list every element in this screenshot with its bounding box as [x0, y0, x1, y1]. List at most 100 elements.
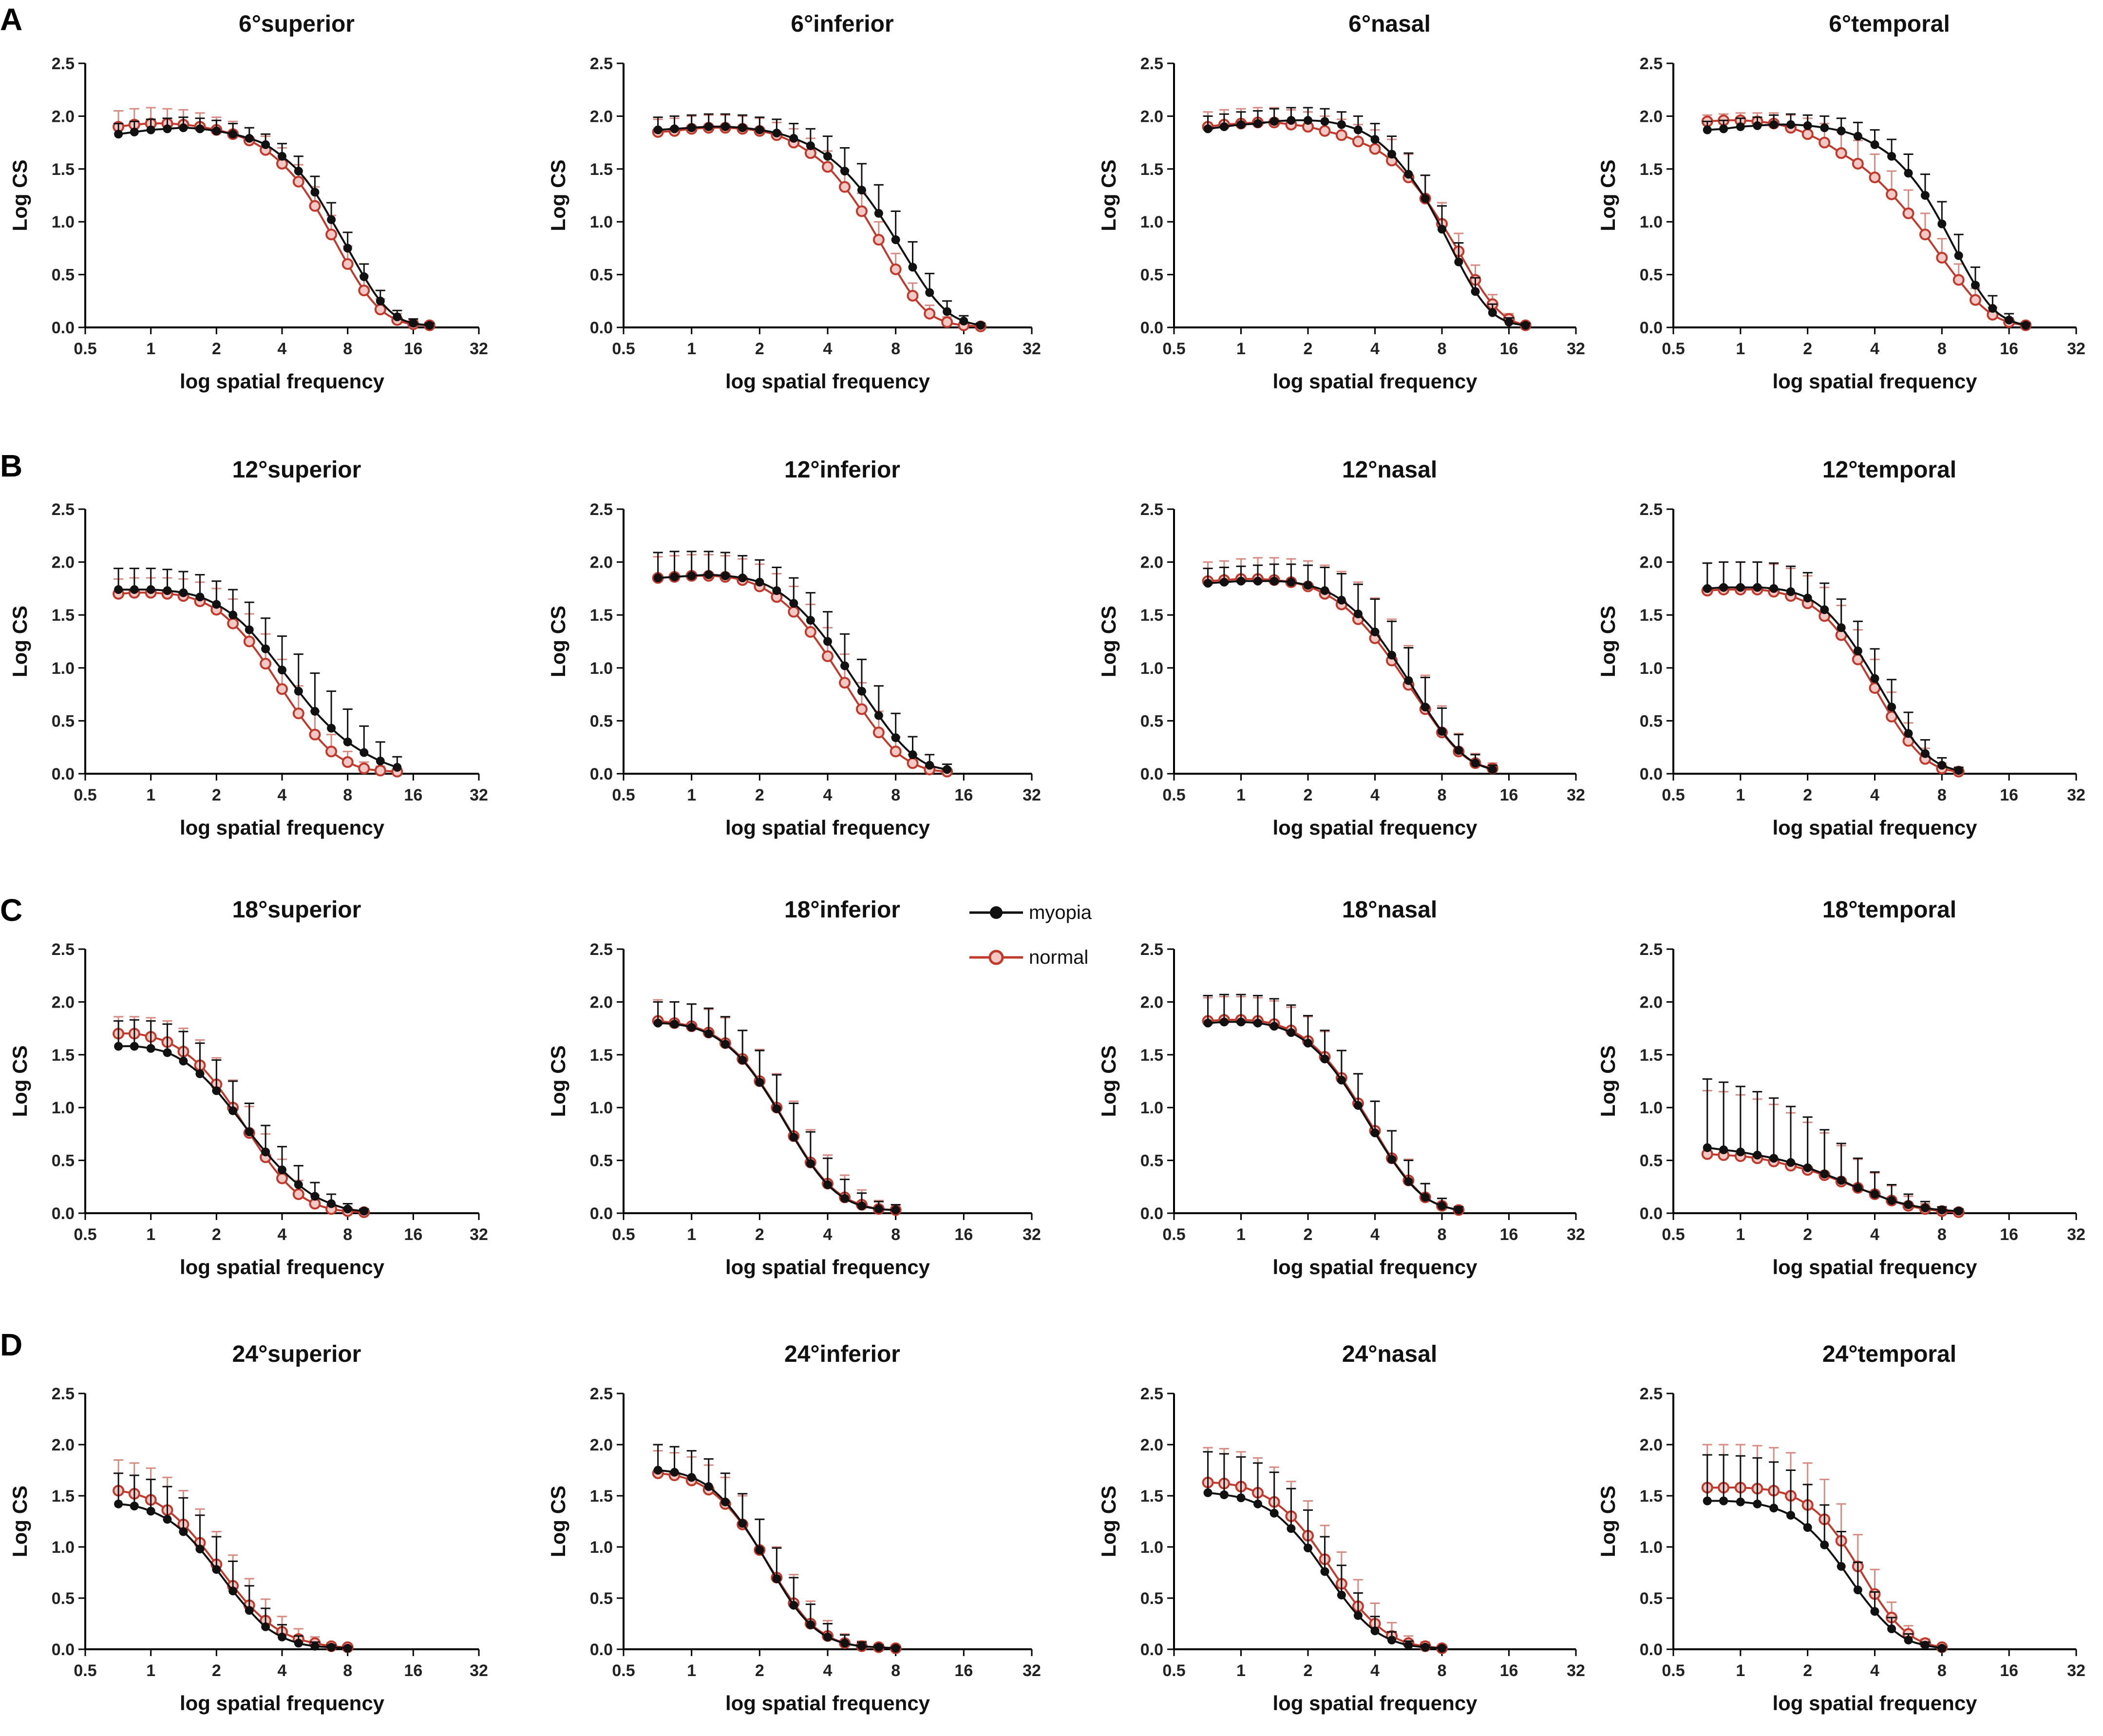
y-tick-label: 2.0: [1640, 553, 1663, 572]
point-myopia: [704, 570, 713, 579]
point-myopia: [925, 288, 934, 297]
point-normal: [1886, 188, 1898, 200]
point-myopia: [327, 1642, 336, 1652]
x-tick-label: 4: [1870, 1661, 1879, 1680]
panel-letter-d: D: [0, 1327, 22, 1362]
point-myopia: [908, 263, 917, 272]
y-tick-label: 1.0: [1640, 213, 1663, 231]
x-tick-label: 8: [1438, 786, 1447, 804]
x-tick-label: 2: [755, 340, 764, 358]
x-tick-label: 0.5: [74, 1225, 96, 1244]
charts-grid: 6°superior 0.0 0.5 1.0 1.5 2.0 2.5 0.5 1 2 4 8 16 32 l…: [8, 11, 2085, 1715]
x-tick-label: 1: [1736, 786, 1745, 804]
point-myopia: [772, 1104, 781, 1113]
point-myopia: [1438, 225, 1446, 234]
y-tick-label: 2.0: [52, 107, 75, 126]
point-myopia: [1353, 1101, 1363, 1110]
x-tick-label: 2: [1304, 340, 1313, 358]
point-myopia: [840, 1639, 850, 1648]
point-myopia: [179, 588, 188, 597]
x-tick-label: 16: [1500, 1225, 1518, 1244]
point-myopia: [1870, 674, 1879, 683]
y-tick-label: 0.0: [52, 1641, 75, 1659]
x-tick-label: 4: [1370, 340, 1380, 358]
curve-normal: [658, 574, 947, 773]
point-myopia: [130, 1502, 139, 1510]
point-myopia: [1937, 1205, 1947, 1215]
y-tick-label: 2.5: [1140, 500, 1163, 519]
point-myopia: [1887, 1196, 1896, 1205]
point-normal: [1902, 207, 1914, 219]
y-axis-label: Log CS: [1596, 1046, 1619, 1117]
point-myopia: [360, 1206, 369, 1216]
point-myopia: [755, 1545, 764, 1555]
x-tick-label: 1: [1736, 1225, 1745, 1244]
point-myopia: [1820, 605, 1829, 614]
y-axis-label: Log CS: [1097, 1486, 1120, 1557]
x-axis-label: log spatial frequency: [725, 1256, 930, 1278]
y-tick-label: 2.5: [590, 500, 613, 519]
point-myopia: [1719, 1145, 1728, 1154]
point-myopia: [1904, 169, 1913, 178]
x-tick-label: 0.5: [1662, 1661, 1685, 1680]
y-tick-label: 1.0: [52, 1099, 75, 1117]
series-normal: [1701, 112, 2032, 331]
chart-title: 18°inferior: [784, 897, 900, 923]
point-myopia: [228, 610, 238, 620]
y-tick-label: 1.5: [1640, 160, 1663, 179]
y-tick-label: 1.5: [1640, 1487, 1663, 1506]
point-myopia: [376, 756, 385, 765]
point-myopia: [1920, 191, 1930, 200]
point-myopia: [1253, 1499, 1263, 1508]
y-tick-label: 1.0: [590, 1099, 613, 1117]
x-tick-label: 2: [1803, 1225, 1812, 1244]
point-myopia: [1736, 1147, 1745, 1157]
x-tick-label: 8: [1438, 340, 1447, 358]
point-normal: [855, 205, 868, 217]
x-tick-label: 2: [212, 1225, 221, 1244]
x-tick-label: 8: [343, 340, 352, 358]
point-myopia: [720, 571, 730, 580]
point-normal: [227, 617, 239, 630]
y-tick-label: 0.5: [52, 712, 75, 730]
point-myopia: [195, 1069, 205, 1078]
y-tick-label: 0.0: [1640, 319, 1663, 337]
point-myopia: [1404, 676, 1413, 685]
chart-18-inferior: 18°inferior 0.0 0.5 1.0 1.5 2.0 2.5 0.5 1 2 4 8 16 32…: [547, 897, 1041, 1278]
y-tick-label: 0.0: [1140, 765, 1163, 783]
chart-24-temporal: 24°temporal 0.0 0.5 1.0 1.5 2.0 2.5 0.5 1 2 4 8 16 32…: [1596, 1341, 2085, 1715]
y-tick-label: 2.0: [52, 553, 75, 572]
point-myopia: [1404, 170, 1413, 179]
curve-normal: [118, 591, 398, 773]
y-tick-label: 2.0: [1140, 993, 1163, 1011]
point-normal: [374, 764, 386, 777]
point-myopia: [294, 687, 303, 696]
point-myopia: [1769, 120, 1779, 129]
point-normal: [924, 307, 936, 320]
y-axis-label: Log CS: [8, 1046, 31, 1117]
point-normal: [890, 263, 902, 275]
y-tick-label: 2.5: [590, 940, 613, 959]
point-myopia: [228, 1586, 238, 1596]
x-axis-label: log spatial frequency: [180, 1692, 385, 1715]
point-myopia: [1703, 1143, 1712, 1152]
series-normal: [113, 107, 436, 331]
point-myopia: [245, 625, 254, 634]
point-myopia: [1337, 595, 1346, 605]
point-myopia: [1287, 1028, 1296, 1037]
point-myopia: [130, 585, 139, 594]
y-axis-label: Log CS: [1097, 1046, 1120, 1117]
point-myopia: [1837, 126, 1846, 135]
point-myopia: [1887, 703, 1896, 712]
chart-24-nasal: 24°nasal 0.0 0.5 1.0 1.5 2.0 2.5 0.5 1 2 4 8 16 32 log…: [1097, 1341, 1585, 1715]
point-myopia: [343, 1643, 352, 1653]
point-myopia: [1870, 1607, 1879, 1616]
point-myopia: [1304, 581, 1312, 590]
point-myopia: [212, 600, 221, 609]
panel-letter-c: C: [0, 893, 22, 928]
point-normal: [788, 606, 800, 618]
x-tick-label: 4: [1370, 1661, 1380, 1680]
y-tick-label: 2.0: [590, 107, 613, 126]
point-myopia: [1421, 703, 1430, 712]
series-myopia: [114, 116, 435, 330]
